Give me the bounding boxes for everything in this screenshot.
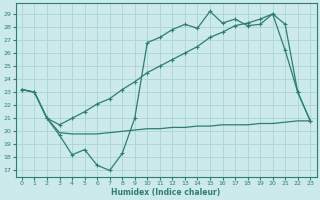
X-axis label: Humidex (Indice chaleur): Humidex (Indice chaleur) [111, 188, 221, 197]
